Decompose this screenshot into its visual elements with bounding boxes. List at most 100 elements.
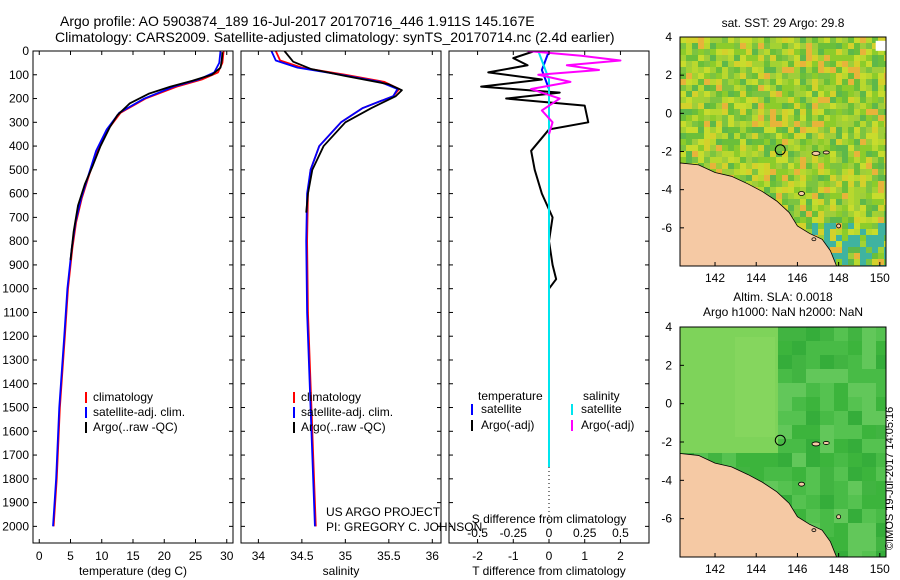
map-cell [728,139,735,146]
map-cell [794,49,801,56]
map-cell [824,193,831,200]
map-cell [884,151,886,158]
map-cell [884,217,886,224]
map-cell [788,37,795,44]
map-cell [680,43,687,50]
map-cell [872,121,879,128]
temperature-profile-xtick-label: 10 [95,549,109,563]
map-cell [698,97,705,104]
map-cell [680,67,687,74]
map-cell [836,115,843,122]
map-cell [710,67,717,74]
map-cell [716,43,723,50]
map-cell [782,139,789,146]
map-cell [694,425,709,440]
map-cell [722,97,729,104]
map-cell [728,157,735,164]
map-cell [824,223,831,230]
temperature-profile-xtick-label: 25 [189,549,203,563]
map-cell [800,91,807,98]
map-cell [692,73,699,80]
map-cell [806,85,813,92]
map-cell [764,121,771,128]
map-cell [704,97,711,104]
map-cell [812,37,819,44]
map-cell [884,61,886,68]
map-cell [862,467,877,482]
map-cell [818,73,825,80]
map-cell [848,97,855,104]
map-cell [800,205,807,212]
map-cell [860,259,867,266]
map-cell [866,85,873,92]
difference-profile-xtick-label: -2 [472,549,483,563]
map-cell [812,67,819,74]
map-cell [788,49,795,56]
map-cell [764,109,771,116]
legend-label: satellite [581,402,622,416]
map-cell [782,37,789,44]
map-cell [758,109,765,116]
map-cell [848,509,863,524]
map-cell [806,481,821,496]
difference-profile-line-2 [537,51,550,467]
map-cell [842,241,849,248]
map-cell [866,247,873,254]
map-cell [860,91,867,98]
map-cell [824,163,831,170]
map-cell [876,397,886,412]
map-cell [830,247,837,254]
map-cell [872,79,879,86]
map-cell [692,133,699,140]
map-cell [692,145,699,152]
map-xtick-label: 146 [787,271,807,285]
map-cell [876,537,886,552]
map-cell [778,397,793,412]
map-cell [778,383,793,398]
map-cell [878,175,885,182]
map-cell [716,127,723,134]
map-cell [800,217,807,224]
map-cell [824,97,831,104]
map-cell [876,341,886,356]
map-cell [764,163,771,170]
temperature-profile-line-1 [52,51,222,527]
map-xtick-label: 150 [870,271,890,285]
map-cell [746,37,753,44]
map-xtick-label: 144 [746,562,766,576]
map-cell [758,91,765,98]
map-cell [736,439,751,454]
map-cell [782,61,789,68]
map-cell [740,79,747,86]
map-cell [764,181,771,188]
map-cell [770,49,777,56]
map-cell [824,37,831,44]
map-cell [740,157,747,164]
map-cell [848,145,855,152]
map-cell [872,85,879,92]
map-cell [794,157,801,164]
map-cell [806,163,813,170]
map-cell [708,327,723,342]
map-cell [866,61,873,68]
map-cell [884,103,886,110]
map-cell [872,217,879,224]
map-cell [778,369,793,384]
map-cell [782,115,789,122]
map-cell [782,169,789,176]
map-cell [842,91,849,98]
map-cell [854,169,861,176]
map-cell [872,223,879,230]
map-cell [734,163,741,170]
map-cell [806,199,813,206]
map-cell [716,61,723,68]
map-cell [746,103,753,110]
map-cell [878,73,885,80]
map-cell [842,61,849,68]
map-cell [854,241,861,248]
map-cell [848,169,855,176]
map-cell [680,397,695,412]
map-cell [722,127,729,134]
map-cell [854,97,861,104]
map-cell [770,85,777,92]
